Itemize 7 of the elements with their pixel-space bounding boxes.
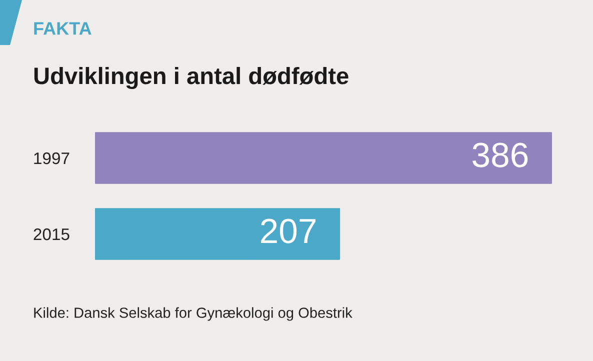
- chart-title: Udviklingen i antal dødfødte: [34, 66, 348, 90]
- text: FAKTA: [34, 22, 92, 35]
- text: Kilde: Dansk Selskab for Gynækologi og Obestrik: [34, 307, 352, 321]
- data-label: 386: [472, 142, 528, 168]
- data-label: 207: [261, 218, 316, 244]
- y-tick-label: 2015: [34, 228, 70, 240]
- y-tick-label: 1997: [34, 152, 70, 164]
